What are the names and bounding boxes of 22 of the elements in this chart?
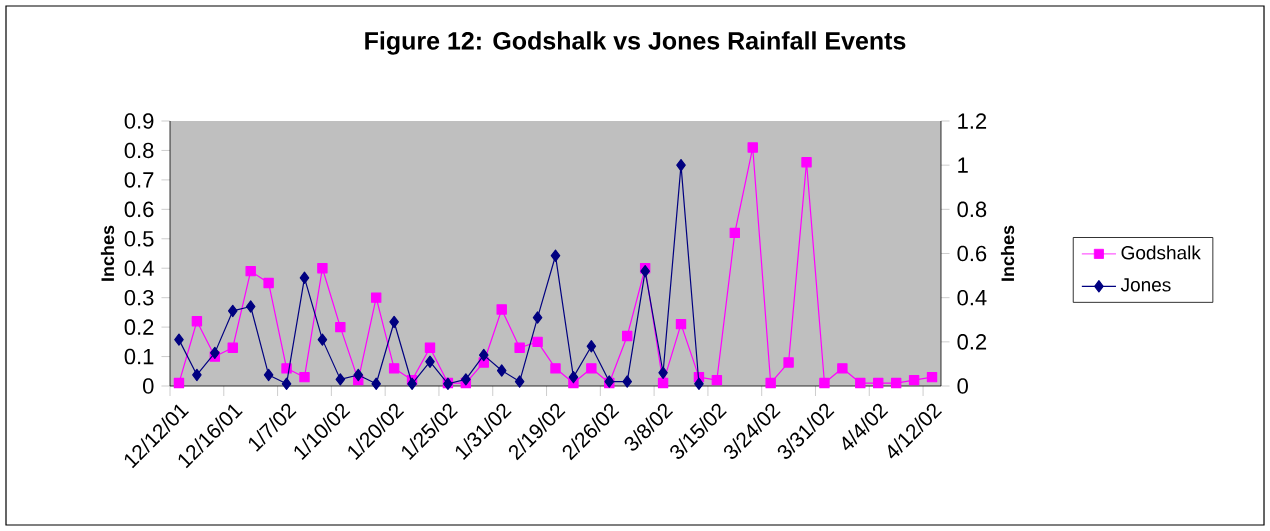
y-tick-label: 0.5 xyxy=(124,231,154,247)
y-tick-label: 0.3 xyxy=(124,289,154,306)
y2-tick-label: 0.8 xyxy=(957,201,987,218)
y2-tick-label: 1.2 xyxy=(958,113,987,129)
legend-label: Jones xyxy=(1120,278,1171,292)
y-axis-title: Inches xyxy=(100,225,115,281)
y-tick-label: 0.2 xyxy=(124,319,154,335)
y2-tick-label: 0 xyxy=(957,378,968,394)
y-tick-label: 0.7 xyxy=(124,172,154,188)
legend-label: Godshalk xyxy=(1121,245,1201,260)
y2-axis-title: Inches xyxy=(1000,225,1015,281)
y2-tick-label: 1 xyxy=(958,157,968,173)
y2-tick-label: 0.2 xyxy=(957,334,987,350)
y-tick-label: 0.9 xyxy=(124,113,154,129)
y-tick-label: 0.4 xyxy=(124,260,154,277)
y-tick-label: 0.8 xyxy=(124,142,154,159)
y-tick-label: 0 xyxy=(143,378,154,394)
y2-tick-label: 0.4 xyxy=(957,289,987,306)
y-tick-label: 0.6 xyxy=(124,201,154,218)
chart-title: Figure 12: Godshalk vs Jones Rainfall Events xyxy=(365,31,906,55)
y2-tick-label: 0.6 xyxy=(957,245,987,262)
y-tick-label: 0.1 xyxy=(124,348,154,365)
